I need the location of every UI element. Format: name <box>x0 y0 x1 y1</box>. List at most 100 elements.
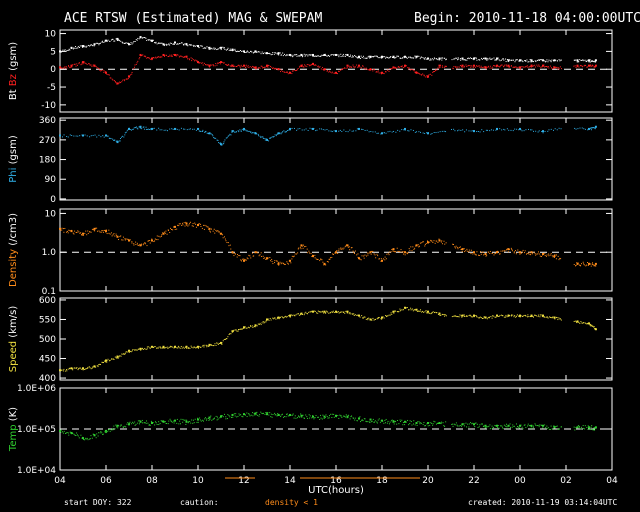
mag-texture-dot <box>480 65 482 67</box>
speed-texture-dot <box>358 314 360 316</box>
speed-texture-dot <box>491 317 493 319</box>
mag-texture-dot <box>315 55 317 57</box>
temp-texture-dot <box>413 420 415 422</box>
temp-texture-dot <box>61 431 63 433</box>
speed-texture-dot <box>559 318 561 320</box>
temp-texture-dot <box>298 416 300 418</box>
mag-texture-dot <box>278 68 280 70</box>
speed-texture-dot <box>146 346 148 348</box>
phi-texture-dot <box>457 130 459 132</box>
density-texture-dot <box>539 255 541 257</box>
mag-texture-dot <box>314 64 316 66</box>
temp-texture-dot <box>376 422 378 424</box>
mag-texture-dot <box>395 56 397 58</box>
temp-texture-dot <box>370 421 372 423</box>
speed-texture-dot <box>281 316 283 318</box>
temp-texture-dot <box>104 432 106 434</box>
speed-texture-dot <box>560 318 562 320</box>
phi-texture-dot <box>94 134 96 136</box>
density-texture-dot <box>245 259 247 261</box>
speed-ytick-label: 550 <box>39 315 56 325</box>
density-texture-dot <box>169 231 171 233</box>
density-texture-dot <box>297 252 299 254</box>
mag-texture-dot <box>312 55 314 57</box>
speed-texture-dot <box>269 317 271 319</box>
mag-texture-dot <box>121 41 123 43</box>
density-texture-dot <box>470 253 472 255</box>
density-texture-dot <box>419 245 421 247</box>
density-texture-dot <box>195 226 197 228</box>
phi-texture-dot <box>504 129 506 131</box>
speed-texture-dot <box>206 346 208 348</box>
density-texture-dot <box>237 254 239 256</box>
phi-texture-dot <box>589 128 591 130</box>
speed-texture-dot <box>406 307 408 309</box>
mag-texture-dot <box>300 53 302 55</box>
temp-texture-dot <box>252 412 254 414</box>
density-texture-dot <box>408 248 410 250</box>
mag-texture-dot <box>112 38 114 40</box>
density-texture-dot <box>357 253 359 255</box>
mag-texture-dot <box>399 57 401 59</box>
density-texture-dot <box>333 253 335 255</box>
mag-texture-dot <box>487 66 489 68</box>
mag-texture-dot <box>174 41 176 43</box>
speed-texture-dot <box>63 368 65 370</box>
temp-texture-dot <box>150 420 152 422</box>
speed-texture-dot <box>238 329 240 331</box>
mag-texture-dot <box>545 65 547 67</box>
mag-texture-dot <box>135 63 137 65</box>
mag-texture-dot <box>585 61 587 63</box>
speed-texture-dot <box>505 314 507 316</box>
temp-texture-dot <box>317 416 319 418</box>
temp-texture-dot <box>373 421 375 423</box>
mag-texture-dot <box>573 59 575 61</box>
speed-texture-dot <box>75 367 77 369</box>
temp-texture-dot <box>83 439 85 441</box>
speed-texture-dot <box>169 346 171 348</box>
mag-data-point <box>542 59 544 62</box>
mag-texture-dot <box>400 65 402 67</box>
speed-texture-dot <box>554 318 556 320</box>
density-texture-dot <box>245 260 247 262</box>
speed-texture-dot <box>496 314 498 316</box>
mag-texture-dot <box>252 52 254 54</box>
mag-texture-dot <box>548 59 550 61</box>
phi-texture-dot <box>313 128 315 130</box>
mag-texture-dot <box>222 46 224 48</box>
temp-texture-dot <box>146 420 148 422</box>
mag-data-point <box>594 64 597 67</box>
speed-texture-dot <box>103 362 105 364</box>
mag-texture-dot <box>493 65 495 67</box>
temp-texture-dot <box>426 423 428 425</box>
mag-texture-dot <box>277 68 279 70</box>
phi-texture-dot <box>458 129 460 131</box>
mag-texture-dot <box>134 40 136 42</box>
speed-texture-dot <box>87 367 89 369</box>
mag-texture-dot <box>397 55 399 57</box>
temp-texture-dot <box>398 423 400 425</box>
density-texture-dot <box>163 231 165 233</box>
phi-texture-dot <box>520 129 522 131</box>
density-texture-dot <box>353 251 355 253</box>
temp-texture-dot <box>525 426 527 428</box>
mag-texture-dot <box>463 66 465 68</box>
mag-texture-dot <box>526 59 528 61</box>
mag-texture-dot <box>495 65 497 67</box>
mag-texture-dot <box>313 64 315 66</box>
speed-texture-dot <box>113 359 115 361</box>
mag-texture-dot <box>531 61 533 63</box>
mag-texture-dot <box>171 55 173 57</box>
mag-texture-dot <box>295 69 297 71</box>
created-timestamp: created: 2010-11-19 03:14:04UTC <box>468 498 618 507</box>
temp-texture-dot <box>112 429 114 431</box>
density-data-point <box>519 251 521 254</box>
density-texture-dot <box>102 230 104 232</box>
density-texture-dot <box>256 251 258 253</box>
temp-texture-dot <box>436 422 438 424</box>
mag-texture-dot <box>202 64 204 66</box>
speed-texture-dot <box>531 316 533 318</box>
mag-texture-dot <box>177 43 179 45</box>
speed-texture-dot <box>256 325 258 327</box>
speed-texture-dot <box>410 309 412 311</box>
